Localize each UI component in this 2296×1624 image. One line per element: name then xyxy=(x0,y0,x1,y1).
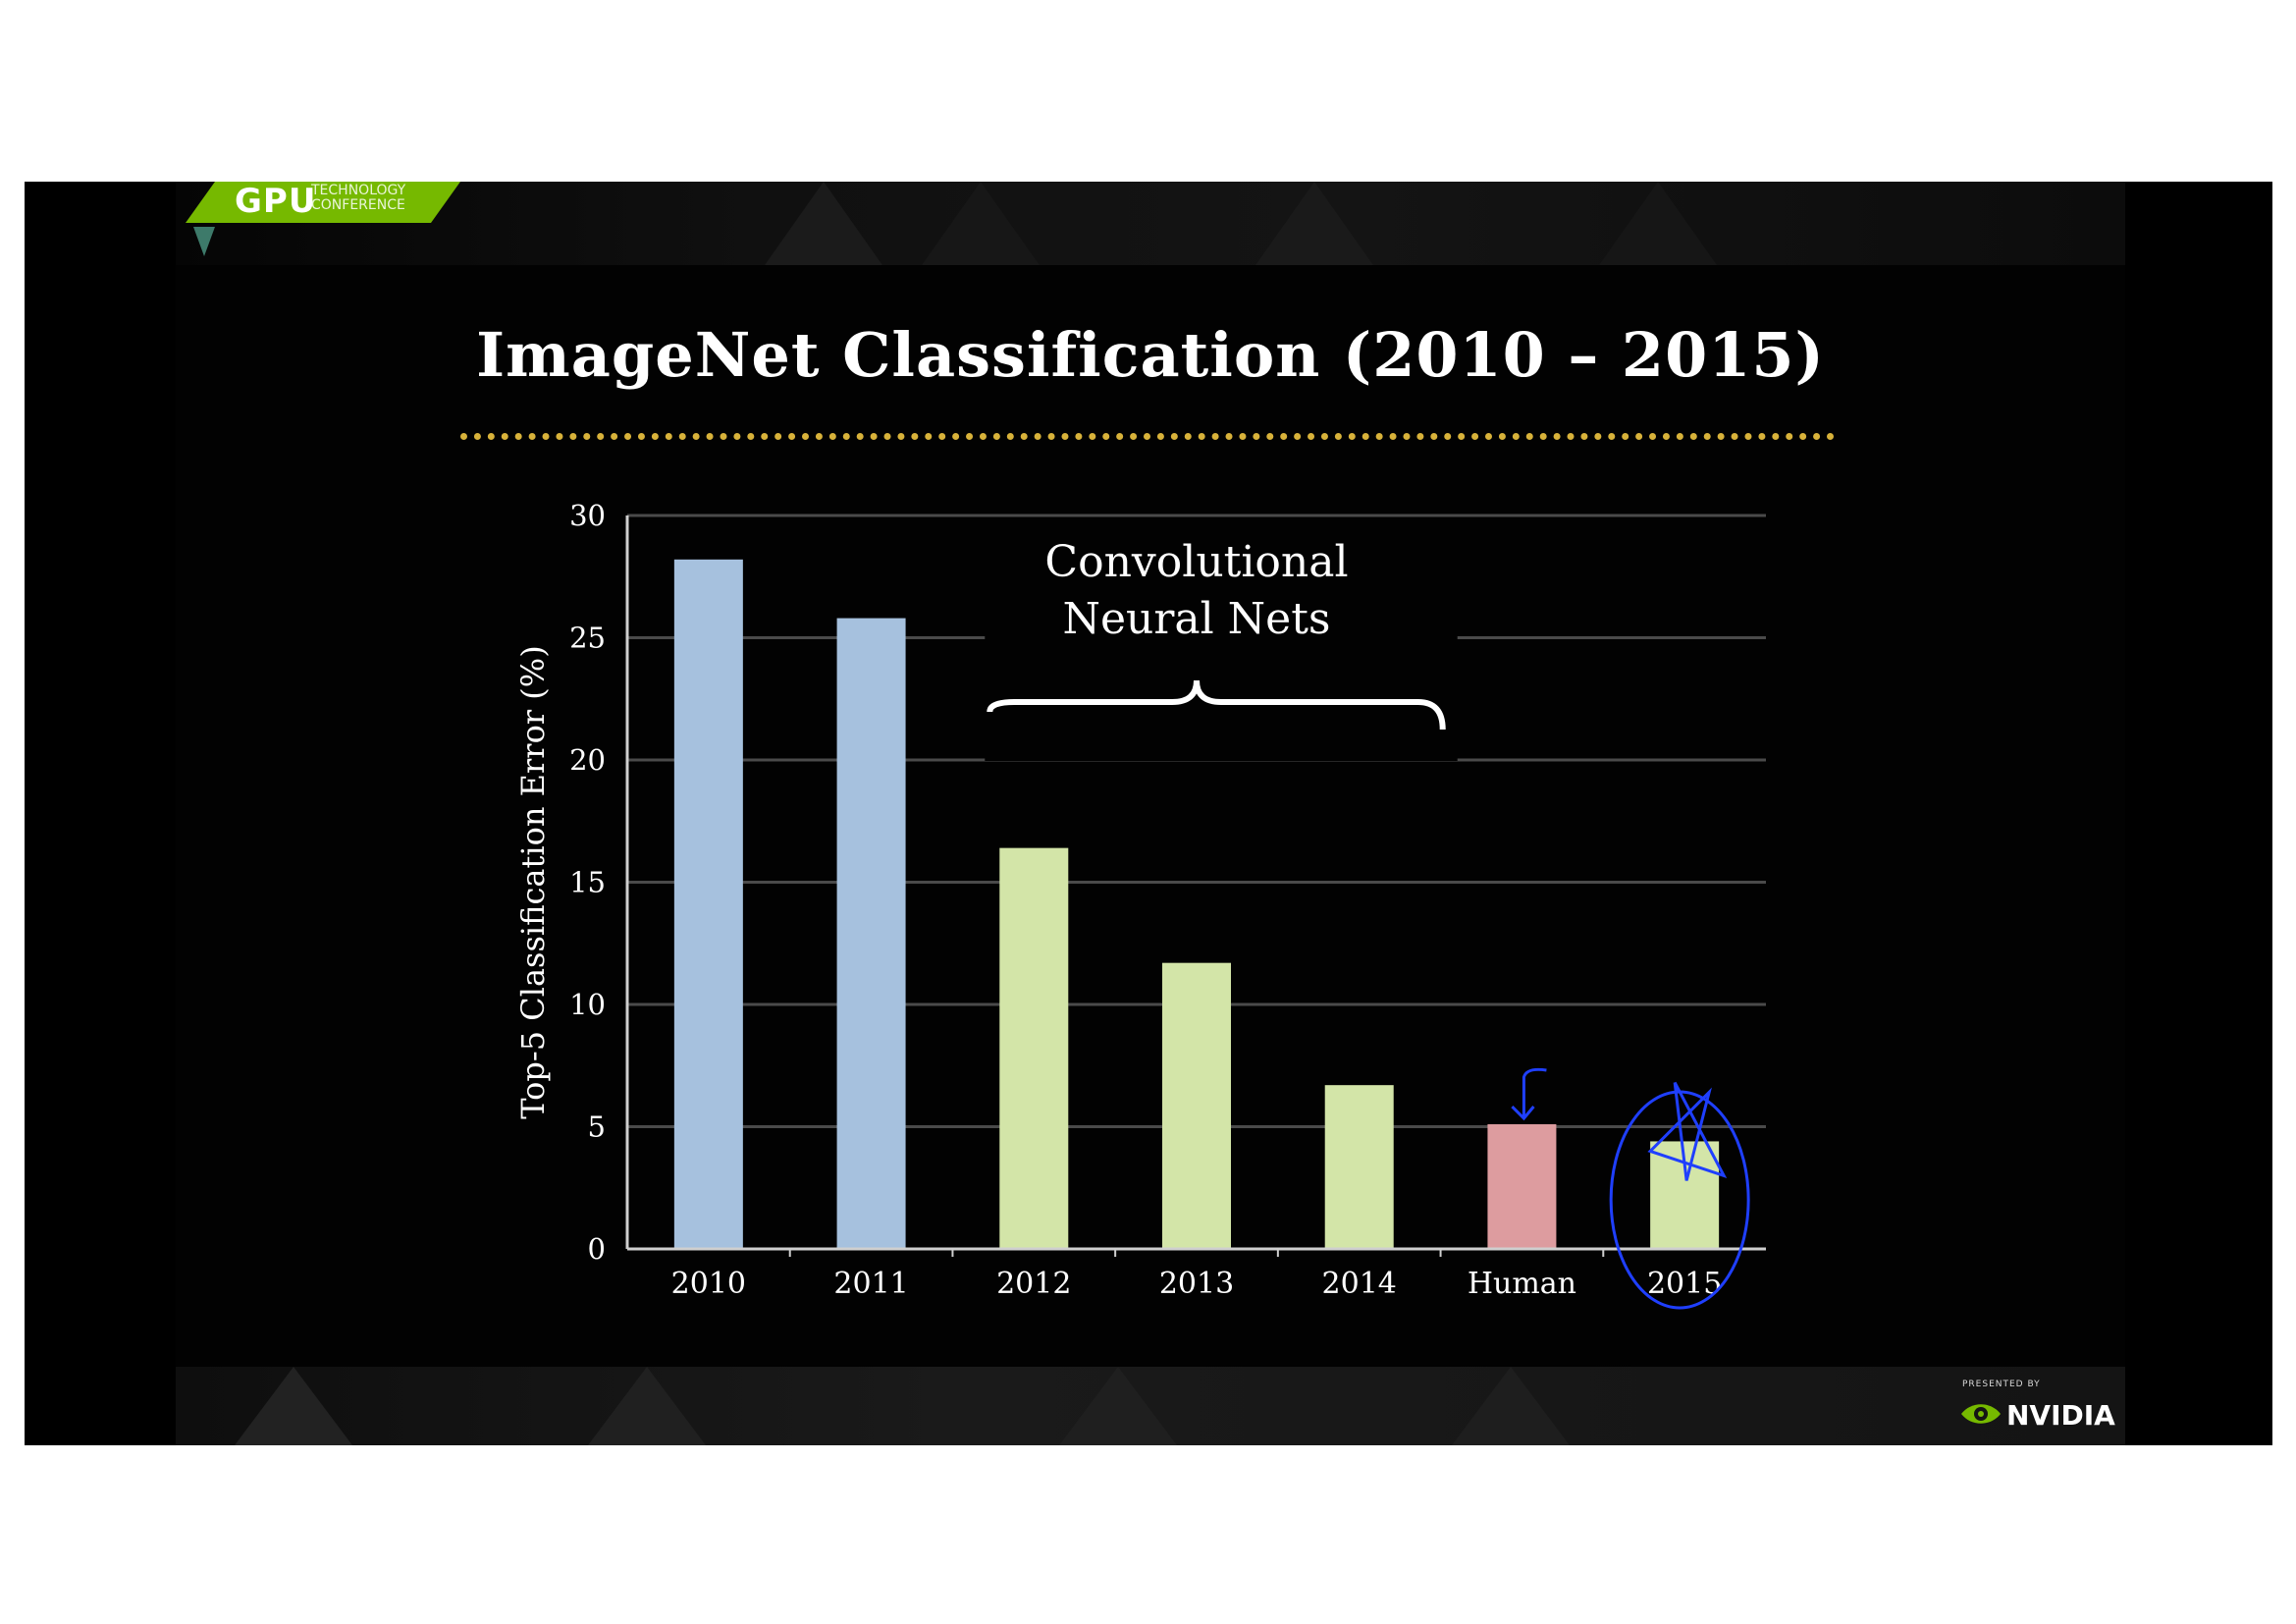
presented-by-label: PRESENTED BY xyxy=(1962,1380,2041,1389)
y-axis-ticks: 0 5 10 15 20 25 30 xyxy=(569,499,606,1266)
logo-line-technology: TECHNOLOGY xyxy=(311,183,406,198)
x-axis-labels: 2010 2011 2012 2013 2014 Human 2015 xyxy=(671,1249,1722,1301)
ink-arrow-icon xyxy=(1511,1067,1547,1121)
bar-2014 xyxy=(1324,1085,1394,1249)
x-tick-label-human: Human xyxy=(1468,1267,1576,1301)
annotation-line-1: Convolutional xyxy=(1044,537,1348,587)
y-tick-label: 10 xyxy=(569,988,606,1021)
logo-down-triangle-icon xyxy=(193,227,215,256)
slide-footer-band xyxy=(176,1367,2125,1445)
x-tick-label-2013: 2013 xyxy=(1159,1267,1234,1301)
bar-2010 xyxy=(673,559,743,1249)
x-tick-label-2012: 2012 xyxy=(996,1267,1071,1301)
ink-star-icon xyxy=(1647,1081,1728,1181)
slide-header-band xyxy=(176,182,2125,265)
chart-title: ImageNet Classification (2010 – 2015) xyxy=(476,319,1825,391)
annotation-mask xyxy=(985,535,1458,761)
bars xyxy=(673,559,1720,1249)
y-tick-label: 0 xyxy=(588,1232,606,1266)
x-tick-label-2014: 2014 xyxy=(1322,1267,1397,1301)
video-frame: GPU TECHNOLOGY CONFERENCE ImageNet Class… xyxy=(25,182,2272,1445)
logo-line-conference: CONFERENCE xyxy=(311,197,405,213)
y-tick-label: 20 xyxy=(569,743,606,777)
bar-2013 xyxy=(1162,962,1231,1249)
x-tick-label-2010: 2010 xyxy=(671,1267,746,1301)
curly-brace-icon xyxy=(987,679,1446,731)
y-tick-label: 15 xyxy=(569,866,606,899)
y-axis-label: Top-5 Classification Error (%) xyxy=(514,645,552,1118)
nvidia-logo: PRESENTED BY NVIDIA xyxy=(1957,1380,2119,1438)
logo-banner-shape xyxy=(186,182,460,223)
logo-subtext: TECHNOLOGY CONFERENCE xyxy=(311,184,449,213)
bar-2012 xyxy=(999,847,1069,1249)
x-tick-label-2011: 2011 xyxy=(833,1267,908,1301)
logo-main-text: GPU xyxy=(235,182,317,221)
y-tick-label: 30 xyxy=(569,499,606,532)
bar-human xyxy=(1487,1124,1557,1249)
handwritten-annotations xyxy=(1511,1067,1750,1310)
title-divider xyxy=(460,433,1835,440)
y-tick-label: 25 xyxy=(569,622,606,655)
nvidia-wordmark: NVIDIA xyxy=(2006,1399,2115,1432)
gtc-logo: GPU TECHNOLOGY CONFERENCE xyxy=(186,182,480,260)
bar-2011 xyxy=(836,618,906,1249)
nvidia-eye-icon xyxy=(1961,1404,2001,1424)
slide: GPU TECHNOLOGY CONFERENCE ImageNet Class… xyxy=(176,182,2125,1445)
annotation-line-2: Neural Nets xyxy=(1062,594,1330,644)
y-tick-label: 5 xyxy=(588,1110,606,1144)
